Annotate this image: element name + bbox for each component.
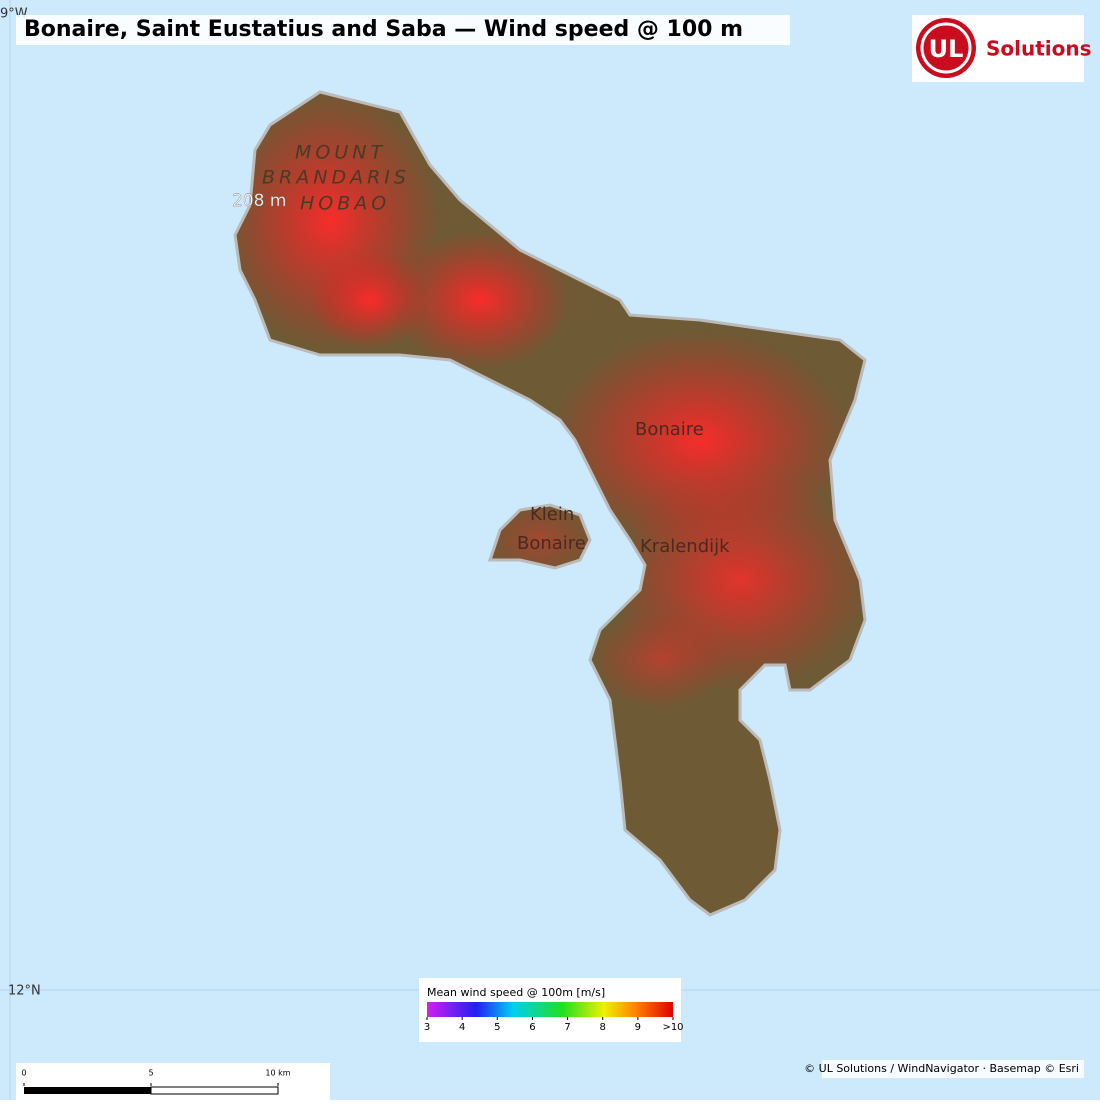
map-label: Bonaire [517,533,586,554]
map-label: HOBAO [300,193,390,215]
tick-label: 9 [635,1022,641,1033]
scale-bar-white [150,1086,279,1095]
map-label: Bonaire [635,419,704,440]
tick-label: 3 [424,1022,430,1033]
logo-mark: UL [929,35,964,63]
tick-label: 0 [21,1069,26,1078]
colorbar [427,1002,673,1017]
logo-text: Solutions [986,37,1092,61]
tick-label: 6 [529,1022,535,1033]
tick-label: 5 [494,1022,500,1033]
tick-label: 10 km [265,1069,290,1078]
tick-label: 4 [459,1022,465,1033]
tick-label: 8 [600,1022,606,1033]
map-label: MOUNT [295,142,386,164]
place-labels: Bonaire Klein Bonaire Kralendijk [517,419,730,557]
map-label: Kralendijk [640,536,730,557]
map-label: 208 m [232,191,286,211]
legend-title: Mean wind speed @ 100m [m/s] [427,986,605,999]
tick-label: 7 [564,1022,570,1033]
attribution: © UL Solutions / WindNavigator · Basemap… [804,1062,1079,1075]
scale-bar-black [24,1087,151,1094]
map-label: BRANDARIS [262,167,410,189]
tick-label: 5 [148,1069,153,1078]
logo-ring [920,22,972,74]
logo-circle [916,18,976,78]
graticule-label: 12°N [8,984,41,999]
tick-label: >10 [662,1022,683,1033]
map-label: Klein [530,504,574,525]
coast [487,503,592,570]
map-labels: MOUNT BRANDARIS HOBAO [262,142,410,215]
title-box [16,15,790,45]
attribution-box [822,1060,1084,1078]
title: Bonaire, Saint Eustatius and Saba — Wind… [24,17,743,42]
